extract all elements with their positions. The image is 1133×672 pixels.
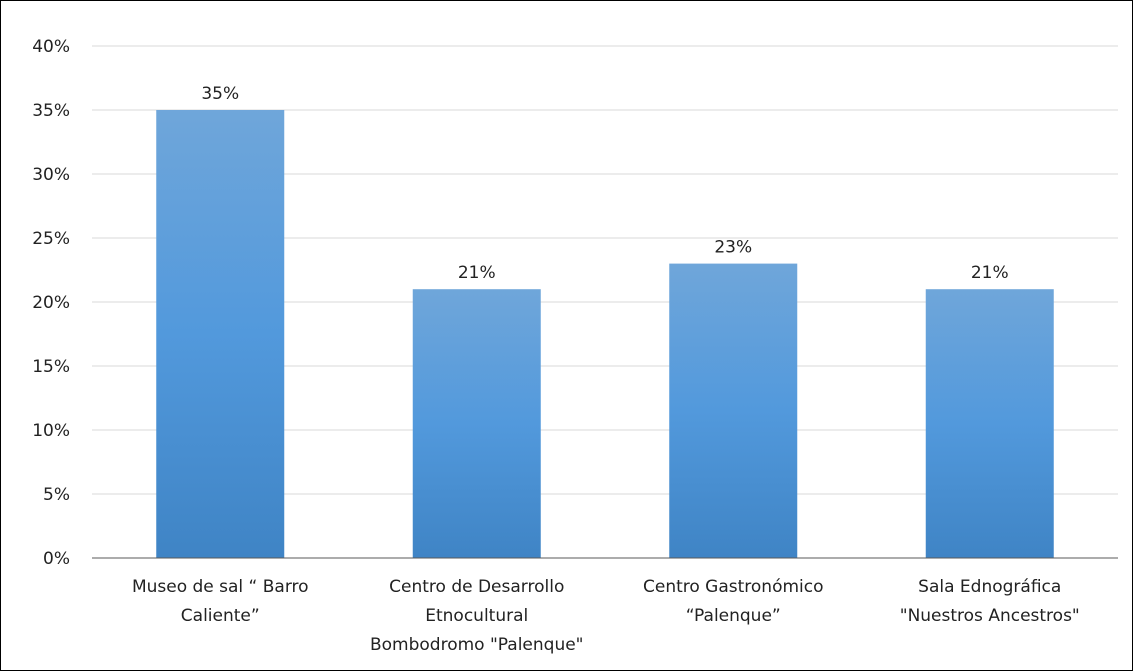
y-tick-label: 35% [32, 101, 70, 121]
x-category-label: Sala Ednográfica "Nuestros Ancestros" [900, 577, 1080, 626]
data-labels: 35% 21% 23% 21% [201, 84, 1008, 283]
data-label: 21% [458, 263, 496, 283]
y-tick-label: 5% [43, 485, 70, 505]
bar [156, 110, 285, 558]
bar [669, 263, 798, 558]
y-tick-label: 30% [32, 165, 70, 185]
x-category-label: Centro Gastronómico “Palenque” [643, 577, 824, 626]
y-tick-label: 0% [43, 549, 70, 569]
y-tick-label: 10% [32, 421, 70, 441]
x-category-label: Museo de sal “ Barro Caliente” [132, 577, 309, 626]
y-axis-ticks: 0% 5% 10% 15% 20% 25% 30% 35% 40% [32, 37, 70, 569]
x-category-label: Centro de Desarrollo Etnocultural Bombodro… [370, 577, 584, 655]
y-tick-label: 25% [32, 229, 70, 249]
y-tick-label: 40% [32, 37, 70, 57]
x-axis-category-labels: Museo de sal “ Barro Caliente” Centro de D… [132, 577, 1080, 655]
y-tick-label: 20% [32, 293, 70, 313]
bar [925, 289, 1054, 558]
data-label: 35% [201, 84, 239, 104]
data-label: 21% [971, 263, 1009, 283]
y-tick-label: 15% [32, 357, 70, 377]
bar [412, 289, 541, 558]
bars [156, 110, 1054, 558]
data-label: 23% [714, 238, 752, 258]
